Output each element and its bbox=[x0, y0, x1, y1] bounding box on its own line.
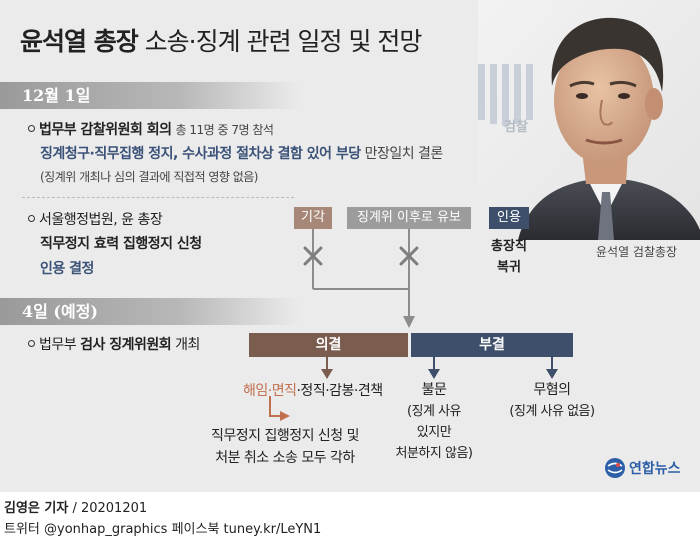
yonhap-logo: 연합뉴스 bbox=[604, 457, 681, 479]
footer-credit: 김영은 기자 / 20201201 bbox=[4, 497, 147, 516]
item-disciplinary-committee: 법무부 검사 징계위원회 개최 bbox=[28, 334, 200, 354]
yonhap-globe-icon bbox=[605, 458, 625, 478]
bullet-dot bbox=[28, 215, 35, 222]
prosecution-logo-text: 검찰 bbox=[504, 120, 528, 135]
bar-reject: 부결 bbox=[411, 333, 573, 357]
accept-result-line2: 복귀 bbox=[497, 260, 521, 275]
page-title: 윤석열 총장 소송·징계 관련 일정 및 전망 bbox=[20, 22, 423, 58]
penalties: 해임·면직·정직·감봉·견책 bbox=[243, 380, 383, 400]
penalties-highlight: 해임·면직 bbox=[243, 383, 297, 399]
penalty-result: 직무정지 집행정지 신청 및 처분 취소 소송 모두 각하 bbox=[190, 425, 380, 469]
arrow-penalty bbox=[280, 411, 290, 421]
accept-result-line1: 총장직 bbox=[491, 239, 527, 254]
infographic: 윤석열 총장 소송·징계 관련 일정 및 전망 bbox=[0, 0, 700, 492]
item1-conclusion-rest: 만장일치 결론 bbox=[364, 146, 444, 162]
penalties-rest: ·정직·감봉·견책 bbox=[296, 383, 383, 399]
nofault-line1: (징계 사유 없음) bbox=[509, 404, 595, 419]
date-label-dec4: 4일 (예정) bbox=[22, 302, 99, 321]
date-label-dec1: 12월 1일 bbox=[22, 86, 91, 105]
item1-title: 법무부 감찰위원회 회의 bbox=[39, 122, 172, 138]
nofault: 무혐의 (징계 사유 없음) bbox=[496, 380, 608, 422]
item2-line1: 서울행정법원, 윤 총장 bbox=[39, 212, 163, 228]
title-light: 소송·징계 관련 일정 및 전망 bbox=[144, 27, 423, 56]
item1-note: (징계위 개최나 심의 결과에 직접적 영향 없음) bbox=[40, 170, 258, 184]
item2-line2: 직무정지 효력 집행정지 신청 bbox=[40, 236, 202, 252]
date-bar-dec4: 4일 (예정) bbox=[0, 298, 300, 325]
item1-conclusion: 징계청구·직무집행 정지, 수사과정 절차상 결함 있어 부당 만장일치 결론 bbox=[40, 143, 443, 163]
tag-defer: 징계위 이후로 유보 bbox=[347, 207, 471, 229]
item1-attendance: 총 11명 중 7명 참석 bbox=[175, 123, 274, 137]
cross-reject bbox=[303, 246, 323, 266]
item3-pre: 법무부 bbox=[39, 337, 77, 353]
item-court-request: 서울행정법원, 윤 총장 bbox=[28, 209, 163, 229]
arrow-defer bbox=[403, 316, 415, 328]
item2-line3: 인용 결정 bbox=[40, 261, 94, 277]
footer-author: 김영은 기자 bbox=[4, 501, 69, 516]
yonhap-logo-text: 연합뉴스 bbox=[629, 461, 681, 477]
portrait-photo bbox=[478, 0, 700, 240]
nonprosecution-line3: 처분하지 않음) bbox=[395, 446, 473, 461]
cross-defer bbox=[399, 246, 419, 266]
connector-lines bbox=[269, 229, 558, 421]
tag-accept: 인용 bbox=[489, 207, 529, 229]
arrow-nofault bbox=[546, 369, 558, 379]
nonprosecution-line2: 있지만 bbox=[416, 425, 452, 440]
footer-social: 트위터 @yonhap_graphics 페이스북 tuney.kr/LeYN1 bbox=[4, 522, 322, 537]
bullet-dot bbox=[28, 125, 35, 132]
item-inspection-committee: 법무부 감찰위원회 회의 총 11명 중 7명 참석 bbox=[28, 119, 274, 139]
penalty-result-line2: 처분 취소 소송 모두 각하 bbox=[215, 450, 355, 466]
item3-bold: 검사 징계위원회 bbox=[80, 337, 172, 353]
tag-reject: 기각 bbox=[294, 207, 332, 229]
nonprosecution-line1: (징계 사유 bbox=[406, 404, 462, 419]
item3-post: 개최 bbox=[175, 337, 200, 353]
nonprosecution: 불문 (징계 사유 있지만 처분하지 않음) bbox=[394, 380, 474, 464]
footer-date: / 20201201 bbox=[68, 501, 148, 516]
accept-result: 총장직 복귀 bbox=[484, 236, 534, 278]
date-bar-dec1: 12월 1일 bbox=[0, 82, 300, 109]
arrow-nonprosecution bbox=[428, 369, 440, 379]
bar-resolve: 의결 bbox=[249, 333, 408, 357]
divider bbox=[22, 197, 294, 198]
photo-caption: 윤석열 검찰총장 bbox=[596, 245, 678, 259]
nonprosecution-title: 불문 bbox=[421, 382, 447, 398]
nofault-title: 무혐의 bbox=[533, 382, 571, 398]
arrow-resolve bbox=[321, 369, 333, 379]
title-bold: 윤석열 총장 bbox=[20, 27, 139, 56]
penalty-result-line1: 직무정지 집행정지 신청 및 bbox=[210, 428, 360, 444]
bullet-dot bbox=[28, 340, 35, 347]
item1-conclusion-bold: 징계청구·직무집행 정지, 수사과정 절차상 결함 있어 부당 bbox=[40, 146, 361, 162]
